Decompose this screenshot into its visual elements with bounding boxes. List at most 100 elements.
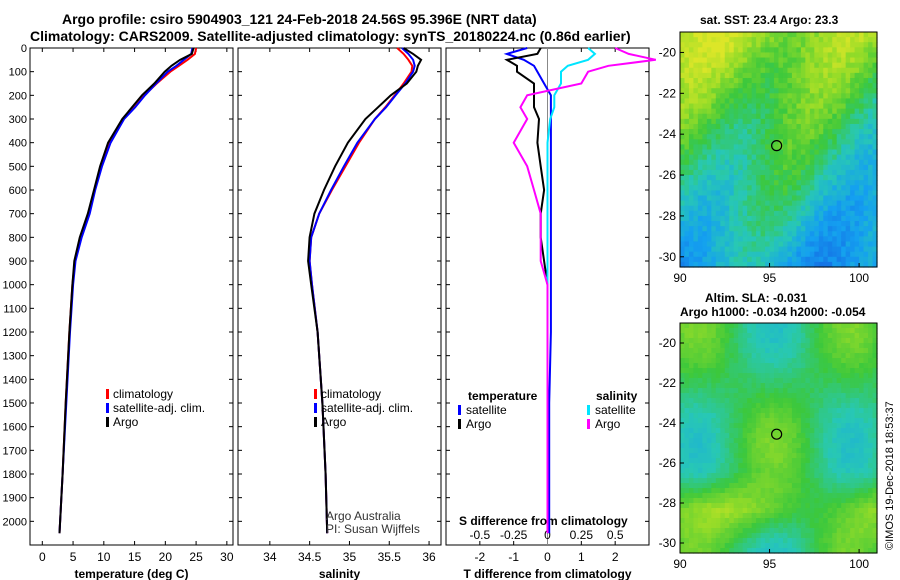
map-cell bbox=[724, 236, 730, 243]
map-cell bbox=[814, 353, 820, 359]
map-cell bbox=[733, 57, 739, 64]
map-cell bbox=[809, 413, 815, 419]
map-cell bbox=[796, 32, 802, 38]
map-cell bbox=[859, 215, 865, 222]
map-cell bbox=[769, 108, 775, 115]
map-cell bbox=[742, 32, 748, 38]
map-cell bbox=[827, 338, 833, 344]
map-cell bbox=[850, 67, 856, 74]
map-cell bbox=[733, 108, 739, 115]
map-cell bbox=[868, 468, 874, 474]
map-cell bbox=[756, 533, 762, 539]
map-cell bbox=[832, 398, 838, 404]
map-cell bbox=[693, 57, 699, 64]
map-cell bbox=[742, 98, 748, 105]
map-cell bbox=[742, 538, 748, 544]
map-cell bbox=[868, 236, 874, 243]
map-cell bbox=[782, 261, 789, 268]
map-cell bbox=[711, 200, 717, 207]
map-cell bbox=[769, 398, 775, 404]
map-cell bbox=[827, 388, 833, 394]
map-cell bbox=[868, 180, 874, 186]
map-cell bbox=[814, 221, 820, 227]
map-cell bbox=[760, 348, 766, 354]
map-cell bbox=[774, 408, 780, 414]
map-cell bbox=[693, 67, 699, 74]
map-cell bbox=[774, 215, 780, 222]
map-cell bbox=[800, 363, 806, 369]
map-cell bbox=[800, 533, 806, 539]
map-cell bbox=[818, 423, 824, 429]
map-cell bbox=[814, 98, 820, 105]
map-cell bbox=[738, 52, 744, 59]
map-cell bbox=[747, 478, 753, 484]
legend-swatch bbox=[314, 417, 317, 427]
map-cell bbox=[814, 159, 820, 166]
map-cell bbox=[841, 210, 847, 217]
map-cell bbox=[711, 438, 717, 444]
map-cell bbox=[724, 548, 730, 554]
map-cell bbox=[859, 438, 865, 444]
map-cell bbox=[778, 236, 784, 243]
map-cell bbox=[814, 256, 820, 263]
map-cell bbox=[863, 62, 869, 69]
map-cell bbox=[836, 393, 842, 399]
map-cell bbox=[751, 533, 757, 539]
map-cell bbox=[684, 443, 690, 449]
map-cell bbox=[827, 503, 833, 509]
map-cell bbox=[729, 93, 735, 100]
map-cell bbox=[782, 37, 789, 43]
map-cell bbox=[845, 508, 851, 514]
map-cell bbox=[680, 93, 686, 100]
map-cell bbox=[765, 231, 771, 237]
map-cell bbox=[751, 528, 757, 534]
map-cell bbox=[733, 123, 739, 130]
map-cell bbox=[702, 251, 708, 258]
map-cell bbox=[836, 398, 842, 404]
map-cell bbox=[787, 383, 793, 389]
map-cell bbox=[787, 47, 793, 54]
map-cell bbox=[715, 83, 721, 89]
map-cell bbox=[791, 62, 798, 69]
map-cell bbox=[805, 210, 811, 217]
map-cell bbox=[765, 169, 771, 176]
map-cell bbox=[742, 388, 748, 394]
map-cell bbox=[738, 333, 744, 339]
map-cell bbox=[850, 139, 856, 145]
map-cell bbox=[845, 139, 851, 145]
map-cell bbox=[733, 118, 739, 125]
map-cell bbox=[733, 236, 739, 243]
map-cell bbox=[756, 453, 762, 459]
map-cell bbox=[832, 413, 838, 419]
map-cell bbox=[823, 169, 829, 176]
map-cell bbox=[680, 533, 686, 539]
map-cell bbox=[854, 423, 860, 429]
map-cell bbox=[863, 333, 869, 339]
map-cell bbox=[688, 47, 695, 54]
map-cell bbox=[854, 226, 860, 232]
map-cell bbox=[796, 226, 802, 232]
map-cell bbox=[693, 408, 699, 414]
map-cell bbox=[854, 428, 860, 434]
map-cell bbox=[738, 62, 744, 69]
map-cell bbox=[787, 358, 793, 364]
map-cell bbox=[711, 175, 717, 181]
map-cell bbox=[787, 438, 793, 444]
map-cell bbox=[693, 185, 699, 191]
map-cell bbox=[751, 523, 757, 529]
map-cell bbox=[832, 195, 838, 202]
map-cell bbox=[850, 498, 856, 504]
map-cell bbox=[787, 159, 793, 166]
map-cell bbox=[845, 190, 851, 197]
map-cell bbox=[774, 458, 780, 464]
map-cell bbox=[791, 548, 798, 554]
map-cell bbox=[823, 200, 829, 207]
map-cell bbox=[791, 473, 798, 479]
map-cell bbox=[854, 403, 860, 409]
map-cell bbox=[742, 154, 748, 161]
argo-position-marker bbox=[771, 428, 783, 440]
map-cell bbox=[729, 256, 735, 263]
map-cell bbox=[818, 473, 824, 479]
map-cell bbox=[818, 368, 824, 374]
map-cell bbox=[782, 338, 789, 344]
